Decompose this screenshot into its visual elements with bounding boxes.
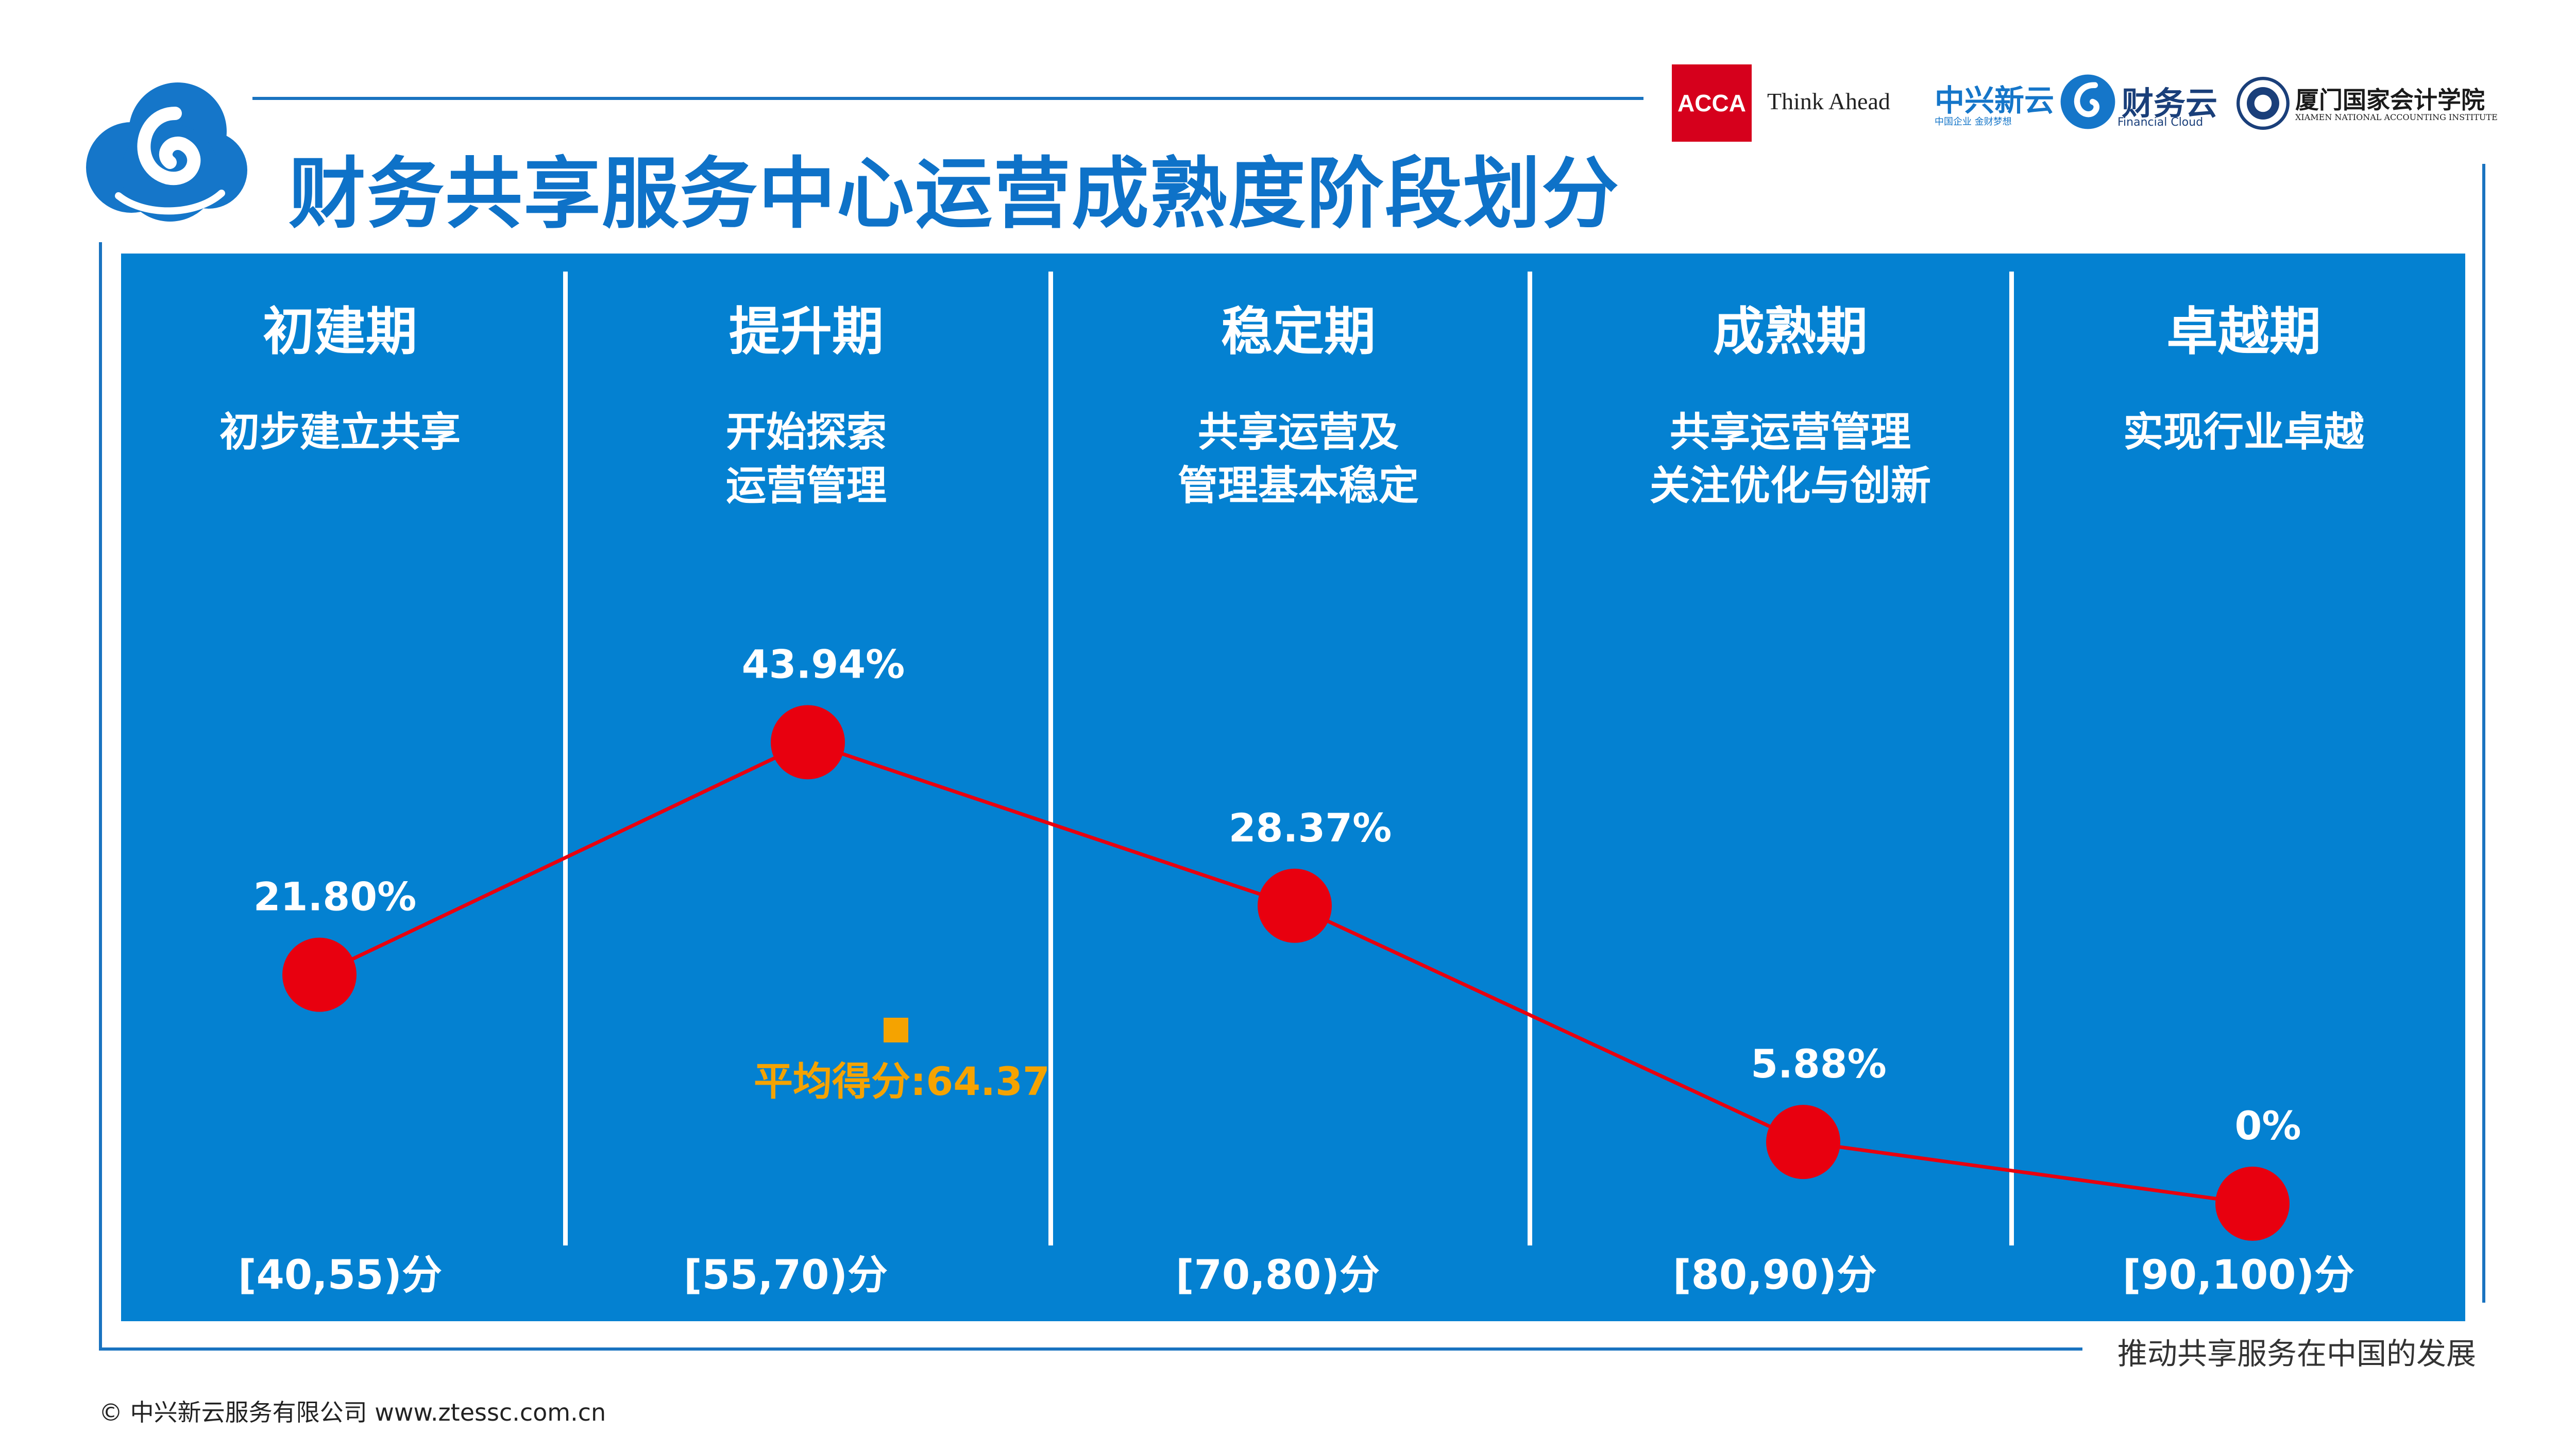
data-point [282,937,357,1012]
xiamen-seal-icon [2236,77,2290,130]
data-label: 21.80% [253,874,417,920]
stage-divider [1048,272,1053,1245]
caiwuyun-logo-name: 财务云 [2122,85,2218,122]
stage-desc-mature: 共享运营管理 关注优化与创新 [1558,406,2022,513]
stage-desc-line: 共享运营管理 [1669,409,1911,456]
caiwuyun-logo-sub: Financial Cloud [2117,116,2204,129]
stage-divider [2009,272,2014,1245]
stage-desc-line: 关注优化与创新 [1649,463,1931,509]
cloud-logo-icon [86,82,247,222]
xiamen-logo-name: 厦门国家会计学院 [2295,86,2485,114]
data-point [771,705,845,780]
stage-desc-line: 运营管理 [725,463,887,509]
data-label: 0% [2234,1103,2301,1149]
zhongxing-logo-sub: 中国企业 金财梦想 [1935,116,2012,127]
stage-desc-line: 管理基本稳定 [1177,463,1419,509]
acca-logo: ACCA [1672,64,1752,142]
frame-bottom [99,1347,2082,1351]
frame-right [2482,164,2485,1303]
stage-desc-line: 开始探索 [725,409,887,456]
data-label: 28.37% [1229,805,1392,851]
page-title: 财务共享服务中心运营成熟度阶段划分 [289,149,1620,239]
data-label: 43.94% [742,641,905,687]
stage-name-stable: 稳定期 [1221,301,1376,362]
data-point [1766,1105,1840,1180]
header-rule [252,97,1643,100]
zhongxing-logo-name: 中兴新云 [1935,83,2055,118]
average-score-label: 平均得分:64.37 [754,1058,1050,1104]
frame-left [99,242,102,1350]
stage-desc-line: 初步建立共享 [219,409,461,456]
stage-desc-line: 实现行业卓越 [2123,409,2364,456]
stage-range-initial: [40,55)分 [238,1252,443,1299]
financial-cloud-icon [2060,74,2115,129]
data-label: 5.88% [1751,1041,1887,1087]
stage-range-mature: [80,90)分 [1672,1252,1877,1299]
stage-range-stable: [70,80)分 [1175,1252,1380,1299]
stage-name-improve: 提升期 [729,301,884,362]
stage-panel: 初建期 初步建立共享 [40,55)分 提升期 开始探索 运营管理 [55,70… [121,254,2465,1321]
stage-name-initial: 初建期 [263,301,417,362]
stage-desc-excellent: 实现行业卓越 [2012,406,2476,459]
stage-divider [563,272,568,1245]
stage-desc-line: 共享运营及 [1197,409,1399,456]
stage-range-improve: [55,70)分 [683,1252,888,1299]
stage-desc-initial: 初步建立共享 [108,406,572,459]
data-point [2215,1167,2290,1241]
stage-name-mature: 成熟期 [1713,301,1868,362]
maturity-line-chart: 21.80% 43.94% 28.37% 5.88% 0% [253,641,2301,1241]
xiamen-logo-sub: XIAMEN NATIONAL ACCOUNTING INSTITUTE [2295,112,2498,122]
stage-name-excellent: 卓越期 [2166,301,2321,362]
stage-desc-improve: 开始探索 运营管理 [574,406,1038,513]
average-score-marker [884,1018,908,1042]
stage-divider [1528,272,1532,1245]
acca-tagline: Think Ahead [1767,88,1890,114]
data-point [1258,868,1332,943]
footer-slogan: 推动共享服务在中国的发展 [2117,1336,2477,1371]
stage-desc-stable: 共享运营及 管理基本稳定 [1066,406,1530,513]
footer-copyright: © 中兴新云服务有限公司 www.ztessc.com.cn [99,1399,606,1426]
stage-range-excellent: [90,100)分 [2122,1252,2355,1299]
